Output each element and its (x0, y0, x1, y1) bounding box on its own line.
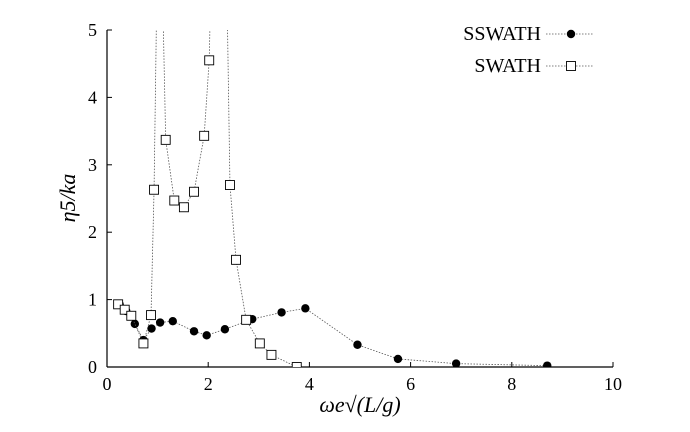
point-swath (169, 195, 180, 206)
y-tick-label: 3 (88, 155, 97, 175)
point-swath (149, 184, 160, 195)
point-swath (241, 314, 252, 325)
point-sswath (155, 318, 165, 327)
point-swath (204, 55, 215, 66)
point-sswath (168, 316, 177, 326)
x-tick-label: 4 (305, 374, 314, 394)
point-swath (126, 310, 137, 321)
point-swath (225, 180, 235, 190)
series-layer (113, 30, 552, 367)
series-line-sswath (119, 304, 548, 367)
point-swath (199, 130, 210, 141)
y-tick-label: 0 (88, 357, 97, 377)
point-swath (231, 254, 241, 265)
legend-marker-swath (566, 61, 576, 71)
point-swath (266, 349, 277, 360)
x-tick-label: 8 (507, 374, 516, 394)
point-sswath (353, 340, 362, 349)
y-axis-label: η5/ka (55, 174, 80, 223)
x-ticks: 0 2 4 6 8 10 (103, 362, 622, 394)
plot-frame (106, 30, 613, 368)
point-swath (160, 134, 171, 145)
y-tick-label: 5 (88, 20, 97, 40)
x-tick-label: 0 (103, 374, 112, 394)
point-swath (254, 338, 265, 349)
point-sswath (220, 325, 230, 334)
point-sswath (147, 324, 156, 333)
point-sswath (301, 304, 310, 313)
point-swath (146, 310, 156, 321)
y-ticks: 0 1 2 3 4 5 (88, 20, 112, 377)
legend-label-sswath: SSWATH (463, 23, 541, 45)
series-line-swath (117, 30, 297, 367)
x-tick-label: 2 (204, 374, 213, 394)
x-tick-label: 6 (406, 374, 415, 394)
point-swath (291, 362, 302, 367)
y-tick-label: 4 (88, 87, 97, 107)
point-swath (113, 299, 124, 310)
y-tick-label: 2 (88, 222, 97, 242)
point-sswath (189, 327, 199, 336)
point-swath (189, 186, 199, 197)
point-sswath (543, 361, 552, 367)
legend-label-swath: SWATH (474, 55, 541, 77)
y-tick-label: 1 (88, 290, 97, 310)
point-sswath (393, 354, 403, 364)
x-axis-label: ωe√(L/g) (319, 392, 400, 417)
x-tick-label: 10 (604, 374, 622, 394)
point-sswath (130, 319, 140, 329)
point-sswath (451, 359, 461, 367)
point-sswath (202, 331, 211, 340)
y-axis-label-group: η5/ka (55, 174, 80, 223)
legend: SSWATH SWATH (463, 23, 594, 77)
point-swath (138, 338, 149, 349)
legend-marker-sswath (566, 29, 576, 39)
point-sswath (277, 308, 286, 317)
point-swath (178, 202, 189, 213)
point-swath (119, 304, 130, 315)
